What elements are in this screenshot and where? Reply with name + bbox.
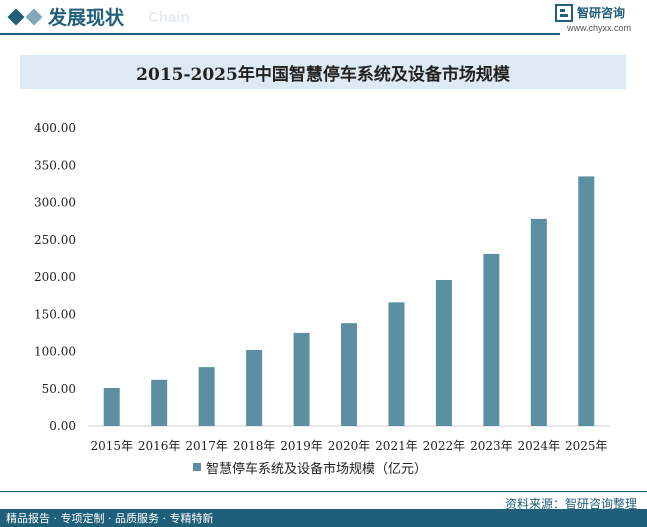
source-note: 资料来源：智研咨询整理: [504, 497, 637, 511]
brand-name: 智研咨询: [577, 6, 626, 20]
y-tick-label: 50.00: [42, 382, 76, 396]
y-tick-label: 350.00: [34, 158, 76, 172]
y-tick-label: 400.00: [34, 121, 76, 135]
chart-legend: 智慧停车系统及设备市场规模（亿元）: [193, 459, 428, 477]
brand-url[interactable]: www.chyxx.com: [567, 23, 632, 33]
x-tick-label: 2020年: [328, 439, 371, 453]
bar: [578, 176, 595, 426]
footer-divider: [0, 491, 647, 492]
header-divider: [0, 33, 560, 35]
y-tick-label: 150.00: [34, 307, 76, 321]
legend-label: 智慧停车系统及设备市场规模（亿元）: [206, 461, 428, 477]
x-tick-label: 2024年: [518, 439, 561, 453]
x-tick-label: 2025年: [565, 439, 608, 453]
x-tick-label: 2019年: [280, 439, 323, 453]
bar: [198, 367, 215, 426]
chart-title: 2015-2025年中国智慧停车系统及设备市场规模: [136, 64, 510, 85]
y-tick-label: 200.00: [34, 270, 76, 284]
brand-logo[interactable]: 智研咨询 www.chyxx.com: [555, 4, 639, 36]
bar: [293, 332, 310, 426]
y-tick-label: 100.00: [34, 345, 76, 359]
y-tick-label: 0.00: [49, 419, 76, 433]
diamonds-decoration: [7, 6, 52, 28]
x-tick-label: 2023年: [470, 439, 513, 453]
bar: [388, 302, 405, 426]
brand-logo-icon: [555, 4, 573, 22]
bar-chart: 0.00 50.00 100.00 150.00 200.00 250.00 300.00 3…: [34, 121, 610, 453]
bar: [246, 350, 263, 426]
y-tick-label: 300.00: [34, 196, 76, 210]
x-tick-label: 2018年: [233, 439, 276, 453]
chart-title-box: 2015-2025年中国智慧停车系统及设备市场规模: [20, 55, 626, 89]
bar: [151, 379, 168, 426]
bar: [103, 388, 120, 426]
x-tick-label: 2016年: [138, 439, 181, 453]
y-tick-label: 250.00: [34, 233, 76, 247]
x-tick-label: 2015年: [90, 439, 133, 453]
x-tick-label: 2021年: [375, 439, 418, 453]
legend-swatch: [193, 463, 201, 471]
section-subtitle: Chain: [148, 9, 190, 26]
x-tick-label: 2017年: [185, 439, 228, 453]
x-tick-label: 2022年: [423, 439, 466, 453]
section-title: 发展现状: [48, 7, 125, 29]
diamond-icon: [7, 8, 25, 26]
section-header: 发展现状 Chain 智研咨询 www.chyxx.com: [0, 0, 647, 36]
diamond-icon: [25, 8, 43, 26]
footer-slogan: 精品报告 · 专项定制 · 品质服务 · 专精特新: [6, 512, 214, 525]
bar: [530, 218, 547, 426]
bar: [483, 253, 500, 426]
bar: [435, 279, 452, 426]
bar: [341, 323, 357, 426]
footer-bar: 精品报告 · 专项定制 · 品质服务 · 专精特新: [0, 509, 647, 527]
